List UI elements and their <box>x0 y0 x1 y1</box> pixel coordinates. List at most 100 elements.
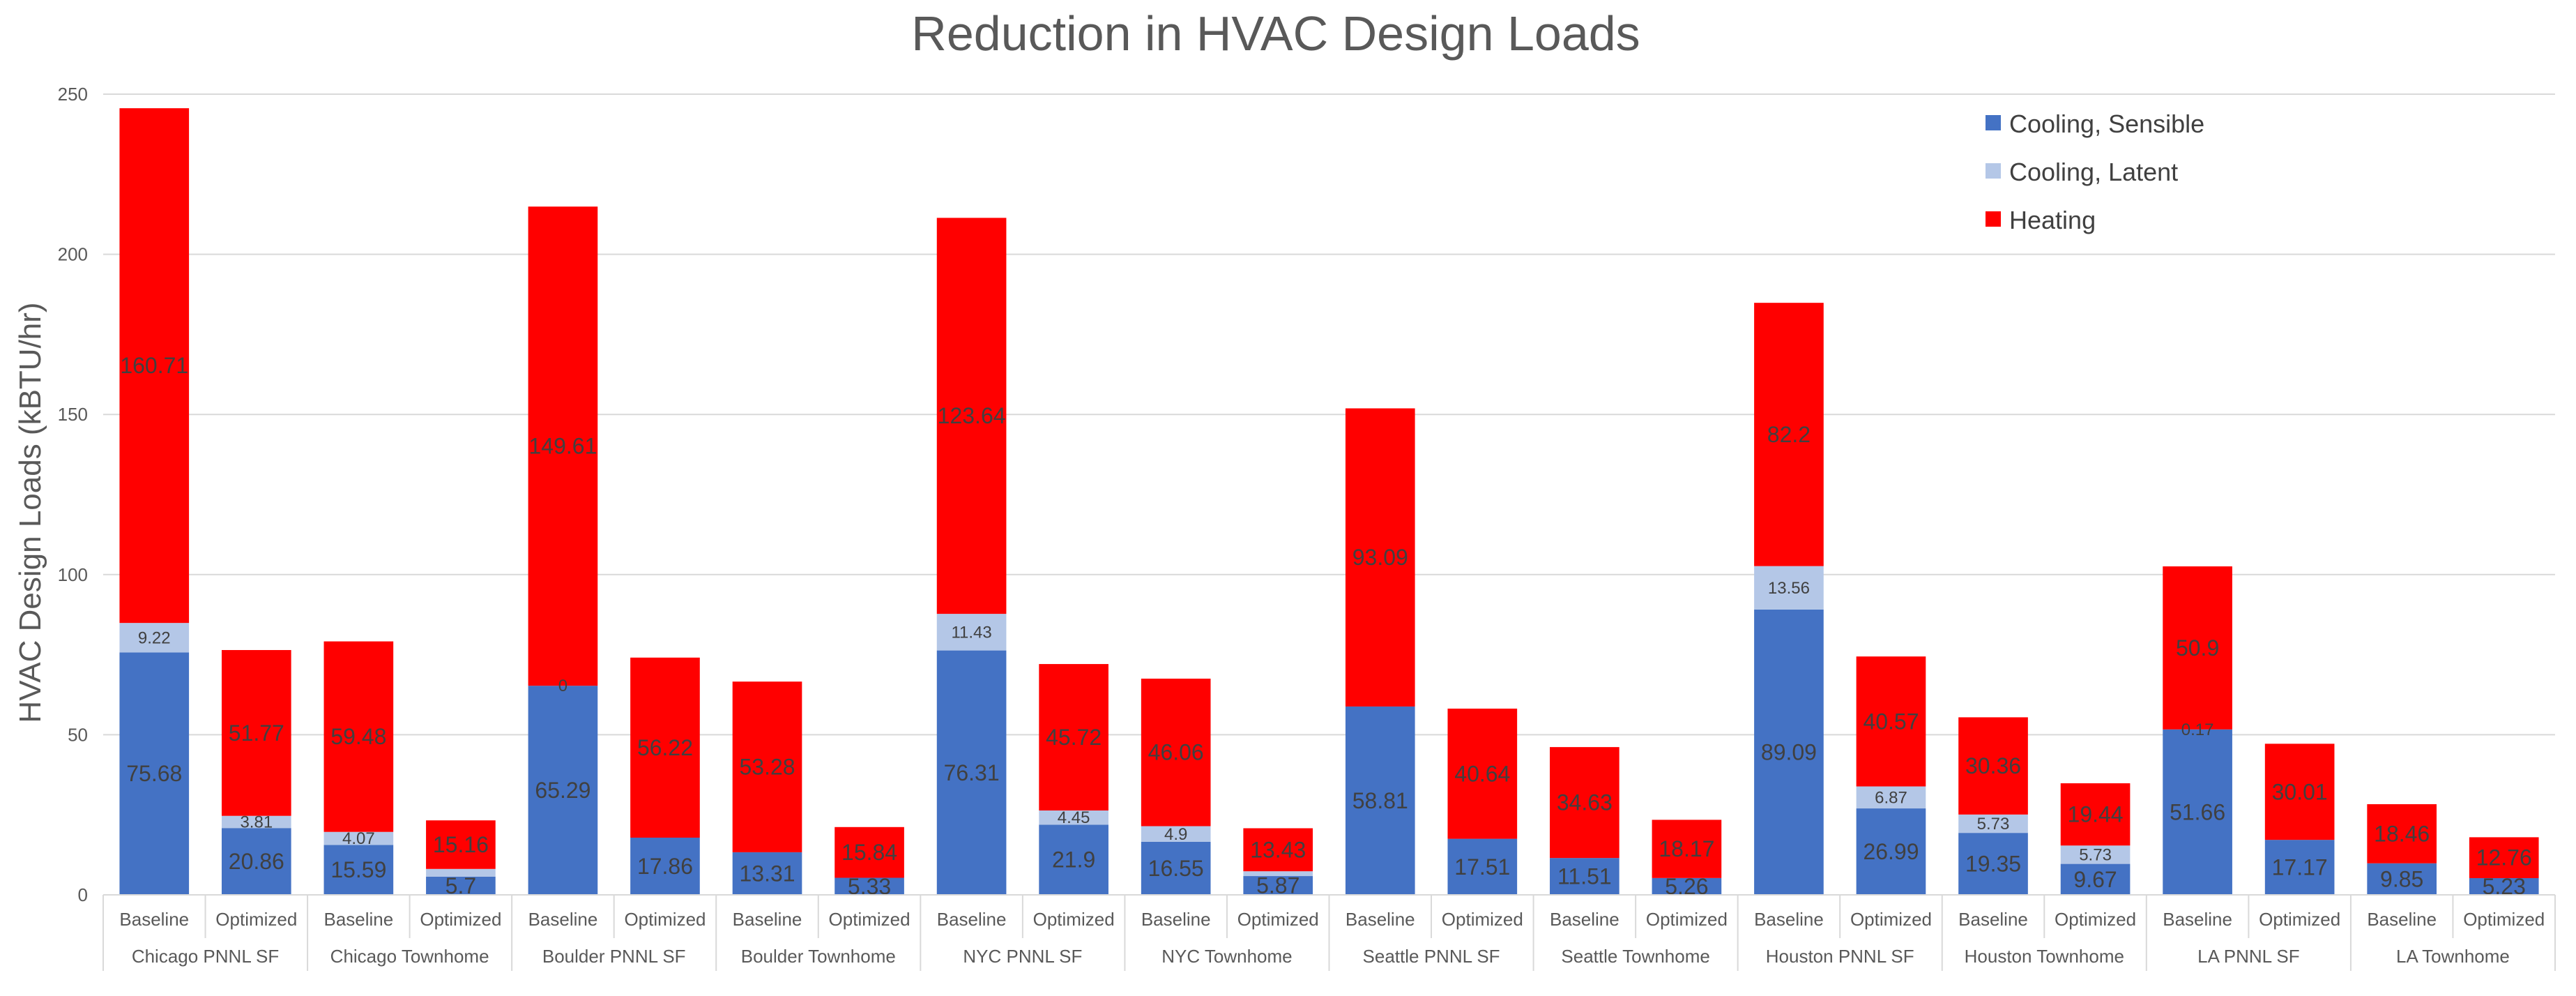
bar-heating <box>2367 804 2437 863</box>
data-label-cooling-sensible: 65.29 <box>535 778 590 803</box>
data-label-heating: 50.9 <box>2176 635 2219 661</box>
bar-heating <box>1856 656 1926 787</box>
bar-cooling-sensible <box>1958 833 2028 895</box>
data-label-cooling-sensible: 26.99 <box>1863 839 1919 864</box>
data-label-cooling-latent: 3.81 <box>240 813 273 831</box>
y-tick-label: 100 <box>58 564 88 585</box>
legend-swatch-heating <box>1986 211 2001 227</box>
bar-cooling-sensible <box>1652 877 1722 895</box>
data-label-cooling-latent: 0 <box>558 677 567 695</box>
x-category-label: Baseline <box>1550 909 1619 930</box>
data-label-heating: 15.16 <box>433 832 489 857</box>
bar-heating <box>221 649 291 816</box>
bar-heating <box>732 681 802 852</box>
data-label-heating: 34.63 <box>1557 790 1613 815</box>
bar-cooling-sensible <box>2264 840 2335 895</box>
bar-cooling-sensible <box>936 650 1007 895</box>
data-label-heating: 51.77 <box>229 720 284 746</box>
bar-cooling-latent <box>1243 871 1313 877</box>
y-tick-label: 250 <box>58 84 88 105</box>
data-label-cooling-latent: 4.45 <box>1058 808 1090 827</box>
bar-cooling-latent <box>119 623 190 653</box>
data-label-cooling-sensible: 75.68 <box>126 761 182 786</box>
bar-cooling-latent <box>1141 826 1211 843</box>
data-label-heating: 53.28 <box>739 755 795 780</box>
data-label-heating: 12.76 <box>2476 845 2532 870</box>
y-tick-label: 50 <box>68 724 88 745</box>
bar-cooling-sensible <box>2163 729 2232 895</box>
data-label-heating: 56.22 <box>637 735 693 760</box>
bar-cooling-sensible <box>119 652 190 895</box>
x-group-label: Boulder Townhome <box>741 946 896 967</box>
data-label-cooling-sensible: 5.7 <box>445 873 476 898</box>
x-group-label: Boulder PNNL SF <box>542 946 686 967</box>
data-label-heating: 19.44 <box>2068 802 2124 827</box>
bar-cooling-latent <box>1958 814 2028 833</box>
bar-heating <box>2469 837 2539 878</box>
data-label-heating: 13.43 <box>1250 837 1306 862</box>
data-label-cooling-latent: 6.87 <box>1875 788 1907 807</box>
bar-heating <box>1652 820 1722 878</box>
x-category-label: Optimized <box>1442 909 1523 930</box>
x-group-label: LA Townhome <box>2396 946 2510 967</box>
data-label-heating: 40.64 <box>1454 761 1510 786</box>
bar-heating <box>630 657 700 838</box>
bar-cooling-latent <box>426 868 496 877</box>
bar-heating <box>1243 828 1313 872</box>
x-category-label: Baseline <box>528 909 598 930</box>
bar-cooling-sensible <box>1856 808 1926 895</box>
x-group-label: NYC PNNL SF <box>963 946 1082 967</box>
bar-cooling-sensible <box>1243 876 1313 895</box>
y-tick-label: 200 <box>58 244 88 265</box>
bar-cooling-sensible <box>1345 706 1415 895</box>
bar-cooling-sensible <box>1141 842 1211 895</box>
data-label-cooling-sensible: 51.66 <box>2170 799 2225 824</box>
bar-cooling-sensible <box>2367 863 2437 895</box>
bar-cooling-latent <box>1856 786 1926 809</box>
bar-heating <box>1039 664 1108 811</box>
x-category-label: Baseline <box>1958 909 2028 930</box>
x-category-label: Baseline <box>119 909 189 930</box>
data-label-cooling-sensible: 5.87 <box>1256 873 1300 898</box>
data-label-cooling-sensible: 16.55 <box>1148 856 1204 881</box>
bar-heating <box>834 827 904 878</box>
x-group-label: Seattle Townhome <box>1561 946 1709 967</box>
gridlines: 0 50 100 150 200 250 <box>58 84 2555 905</box>
data-label-cooling-latent: 4.07 <box>342 829 375 848</box>
data-label-cooling-sensible: 13.31 <box>739 861 795 886</box>
data-label-heating: 18.46 <box>2374 821 2430 846</box>
bar-cooling-sensible <box>2060 863 2131 895</box>
data-label-cooling-sensible: 89.09 <box>1761 739 1817 764</box>
bar-cooling-sensible <box>732 852 802 895</box>
x-axis: Baseline Optimized Baseline Optimized Baseli… <box>102 894 2556 971</box>
data-label-cooling-sensible: 17.51 <box>1454 854 1510 880</box>
data-label-cooling-latent: 9.22 <box>138 628 171 647</box>
x-category-label: Optimized <box>2463 909 2545 930</box>
x-group-label: Seattle PNNL SF <box>1363 946 1500 967</box>
bar-heating <box>1447 708 1518 839</box>
chart-title: Reduction in HVAC Design Loads <box>911 6 1640 61</box>
x-category-label: Optimized <box>1033 909 1115 930</box>
data-label-cooling-sensible: 15.59 <box>330 857 386 882</box>
data-label-heating: 93.09 <box>1352 545 1408 570</box>
data-label-cooling-latent: 13.56 <box>1768 579 1810 598</box>
data-label-cooling-latent: 0.17 <box>2181 720 2214 739</box>
x-category-label: Optimized <box>829 909 910 930</box>
bar-heating <box>528 206 598 686</box>
bar-cooling-latent <box>1039 810 1108 825</box>
bar-heating <box>119 108 190 624</box>
bar-cooling-sensible <box>1447 838 1518 895</box>
bar-cooling-latent <box>936 614 1007 651</box>
bar-cooling-latent <box>1754 566 1824 610</box>
legend-label-cooling-sensible: Cooling, Sensible <box>2009 110 2204 138</box>
bar-heating <box>1345 408 1415 707</box>
x-category-label: Optimized <box>2055 909 2136 930</box>
x-category-label: Baseline <box>1346 909 1415 930</box>
bar-heating <box>2163 566 2232 730</box>
bar-heating <box>323 641 394 832</box>
bar-heating <box>2264 744 2335 840</box>
x-category-label: Baseline <box>937 909 1007 930</box>
legend-label-cooling-latent: Cooling, Latent <box>2009 158 2178 186</box>
bar-heating <box>426 820 496 869</box>
